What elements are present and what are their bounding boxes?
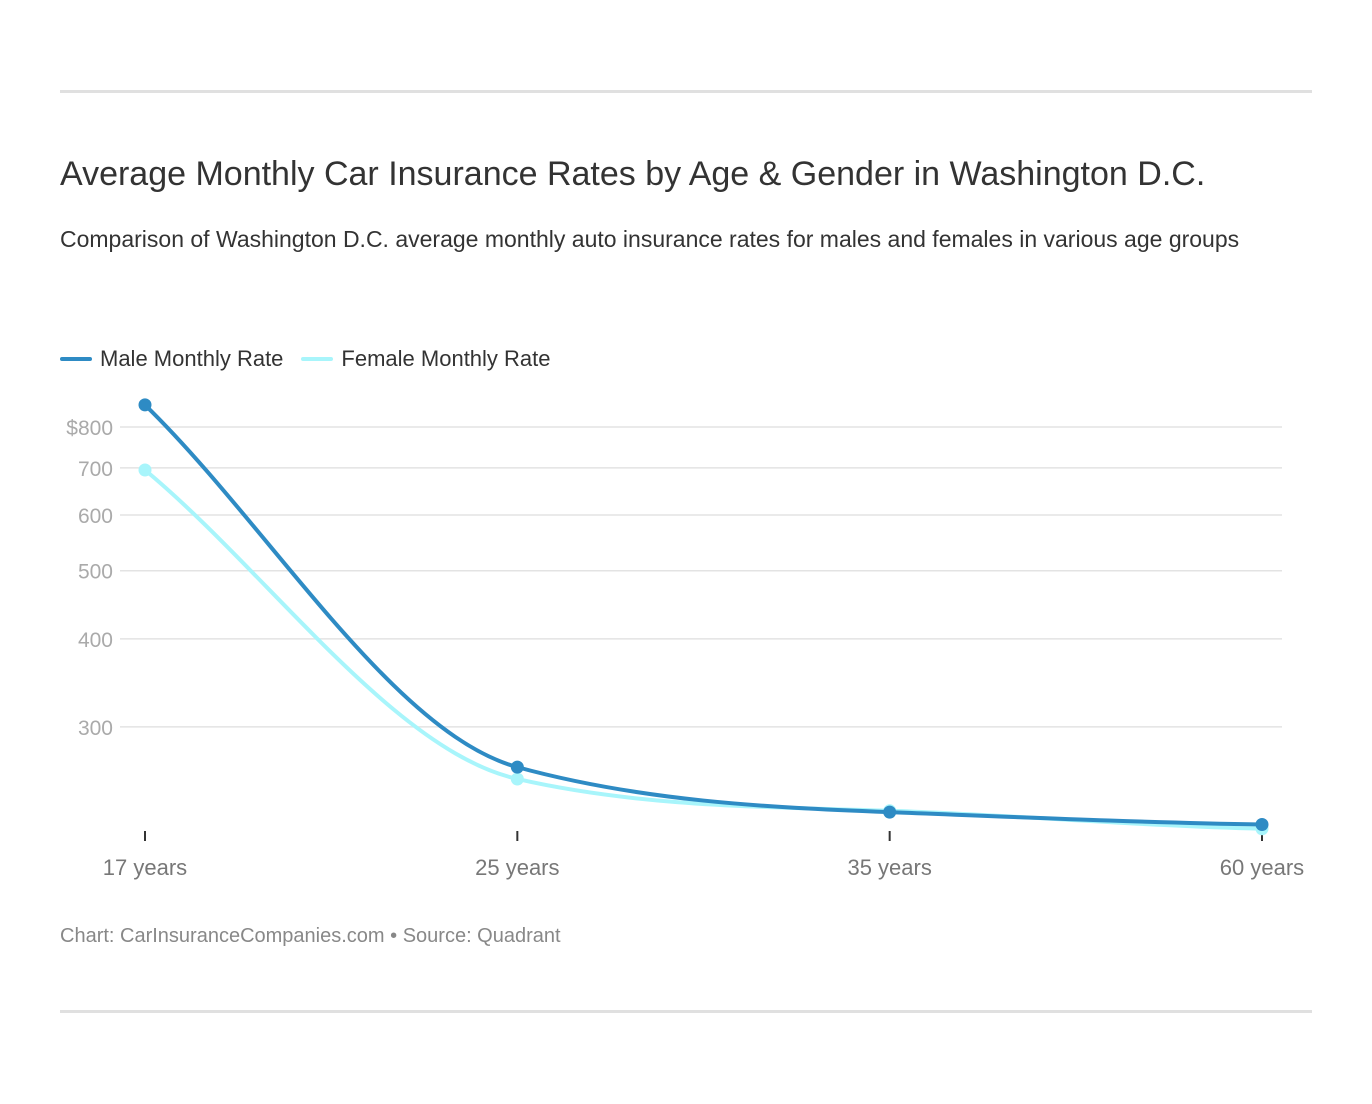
data-point-male — [1255, 818, 1269, 832]
x-tick-label: 35 years — [847, 855, 931, 880]
x-tick-label: 17 years — [103, 855, 187, 880]
y-tick-label: 400 — [78, 629, 113, 652]
series-line-female — [143, 468, 1263, 831]
data-point-male — [883, 805, 897, 819]
legend-swatch-female — [301, 357, 334, 361]
legend-item-female[interactable]: Female Monthly Rate — [301, 346, 551, 372]
y-tick-label: 700 — [78, 458, 113, 481]
y-tick-label: 300 — [78, 717, 113, 740]
series-line-male — [143, 403, 1263, 827]
chart-subtitle: Comparison of Washington D.C. average mo… — [60, 226, 1240, 252]
chart-source: Chart: CarInsuranceCompanies.com • Sourc… — [60, 925, 561, 947]
legend-item-male[interactable]: Male Monthly Rate — [60, 346, 283, 372]
bottom-divider — [60, 1010, 1312, 1013]
top-divider — [60, 90, 1312, 93]
data-point-female — [510, 772, 524, 786]
x-tick-label: 25 years — [475, 855, 559, 880]
data-point-male — [138, 398, 152, 412]
y-tick-label: 600 — [78, 505, 113, 528]
data-point-male — [510, 760, 524, 774]
y-tick-label: 500 — [78, 561, 113, 584]
legend-label-male: Male Monthly Rate — [100, 346, 284, 371]
chart-title: Average Monthly Car Insurance Rates by A… — [60, 155, 1206, 193]
legend-swatch-male — [60, 357, 92, 361]
y-tick-label: $800 — [66, 417, 113, 440]
legend-label-female: Female Monthly Rate — [341, 346, 551, 371]
data-point-female — [138, 463, 152, 477]
legend: Male Monthly Rate Female Monthly Rate — [60, 346, 551, 372]
x-tick-label: 60 years — [1220, 855, 1304, 880]
